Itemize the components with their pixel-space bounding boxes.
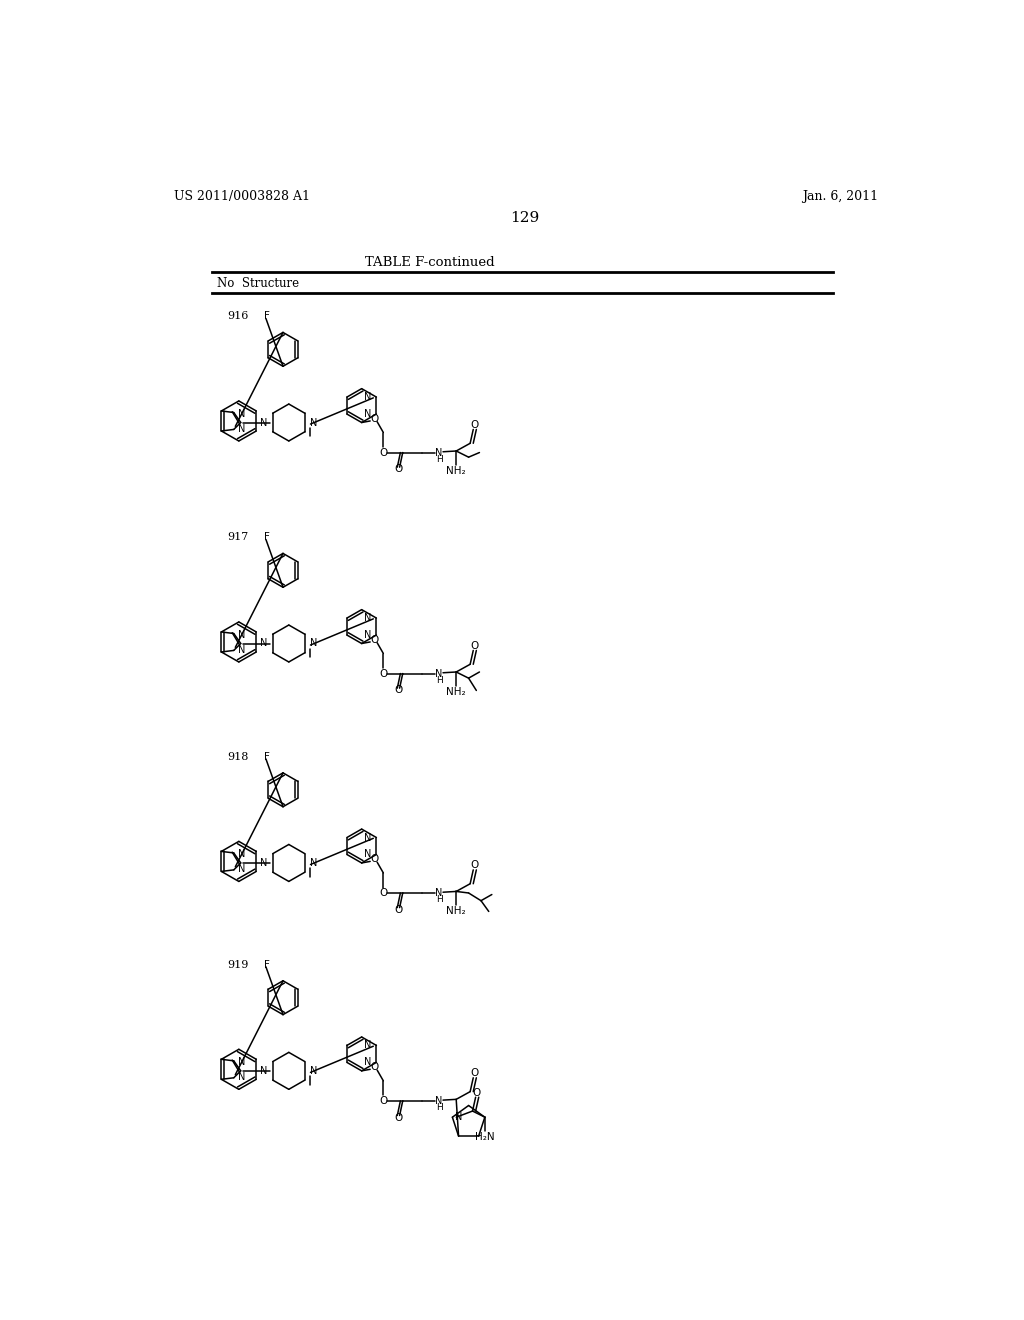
Text: F: F xyxy=(263,532,269,543)
Text: N: N xyxy=(365,1040,372,1051)
Text: O: O xyxy=(379,1096,387,1106)
Text: H: H xyxy=(436,455,442,463)
Text: O: O xyxy=(379,447,387,458)
Text: F: F xyxy=(263,312,269,321)
Text: N: N xyxy=(435,888,442,898)
Text: N: N xyxy=(365,392,372,403)
Text: O: O xyxy=(370,1063,378,1072)
Text: O: O xyxy=(370,854,378,865)
Text: O: O xyxy=(394,465,402,474)
Text: H: H xyxy=(436,1104,442,1113)
Text: N: N xyxy=(238,850,245,859)
Text: O: O xyxy=(394,1113,402,1123)
Text: O: O xyxy=(370,635,378,644)
Text: N: N xyxy=(260,858,267,869)
Text: N: N xyxy=(238,644,245,655)
Text: N: N xyxy=(365,409,372,418)
Text: N: N xyxy=(365,630,372,640)
Text: N: N xyxy=(435,1096,442,1106)
Text: N: N xyxy=(456,1113,463,1122)
Text: TABLE F-continued: TABLE F-continued xyxy=(366,256,495,269)
Text: F: F xyxy=(263,960,269,970)
Text: N: N xyxy=(238,1072,245,1082)
Text: O: O xyxy=(379,668,387,678)
Text: F: F xyxy=(263,751,269,762)
Text: N: N xyxy=(365,612,372,623)
Text: N: N xyxy=(238,409,245,418)
Text: 918: 918 xyxy=(226,751,248,762)
Text: 129: 129 xyxy=(510,211,540,226)
Text: O: O xyxy=(394,685,402,696)
Text: N: N xyxy=(260,639,267,648)
Text: 919: 919 xyxy=(226,960,248,970)
Text: 916: 916 xyxy=(226,312,248,321)
Text: O: O xyxy=(470,420,478,430)
Text: O: O xyxy=(470,640,478,651)
Text: H₂N: H₂N xyxy=(475,1133,495,1142)
Text: N: N xyxy=(310,858,317,869)
Text: N: N xyxy=(310,417,317,428)
Text: O: O xyxy=(472,1088,480,1097)
Text: N: N xyxy=(435,447,442,458)
Text: N: N xyxy=(365,833,372,842)
Text: 917: 917 xyxy=(227,532,248,543)
Text: US 2011/0003828 A1: US 2011/0003828 A1 xyxy=(174,190,310,203)
Text: O: O xyxy=(470,861,478,870)
Text: N: N xyxy=(435,668,442,678)
Text: O: O xyxy=(379,888,387,898)
Text: No  Structure: No Structure xyxy=(217,277,299,289)
Text: N: N xyxy=(365,1057,372,1068)
Text: N: N xyxy=(238,424,245,434)
Text: NH₂: NH₂ xyxy=(446,907,466,916)
Text: N: N xyxy=(365,850,372,859)
Text: H: H xyxy=(436,676,442,685)
Text: N: N xyxy=(238,1057,245,1068)
Text: N: N xyxy=(238,630,245,640)
Text: N: N xyxy=(260,1065,267,1076)
Text: H: H xyxy=(436,895,442,904)
Text: O: O xyxy=(470,1068,478,1078)
Text: N: N xyxy=(310,1065,317,1076)
Text: NH₂: NH₂ xyxy=(446,466,466,477)
Text: O: O xyxy=(394,906,402,915)
Text: N: N xyxy=(260,417,267,428)
Text: O: O xyxy=(370,413,378,424)
Text: NH₂: NH₂ xyxy=(446,686,466,697)
Text: N: N xyxy=(310,639,317,648)
Text: N: N xyxy=(238,865,245,874)
Text: Jan. 6, 2011: Jan. 6, 2011 xyxy=(802,190,879,203)
